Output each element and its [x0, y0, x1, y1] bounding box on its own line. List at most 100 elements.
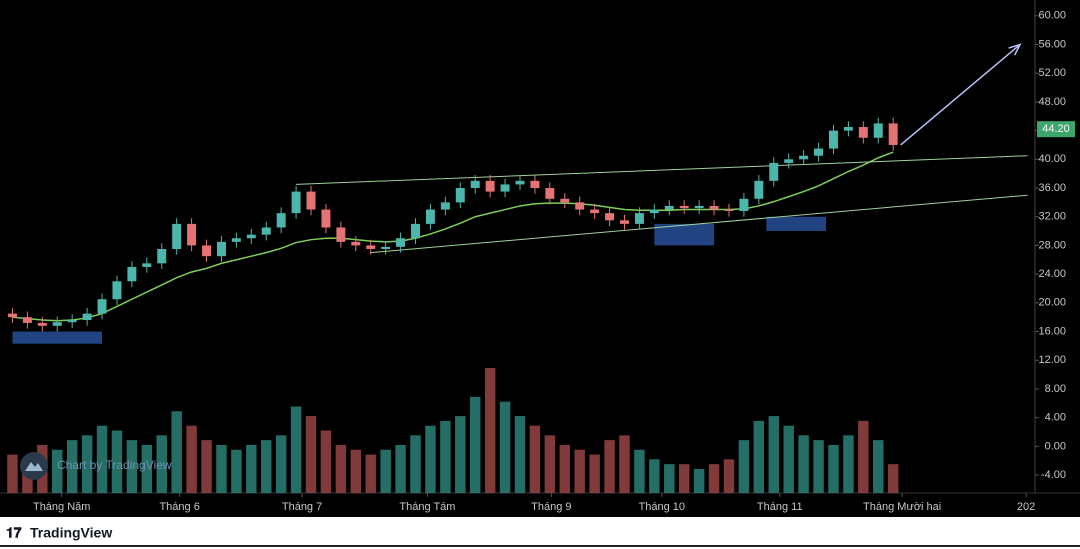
candle-body: [530, 180, 540, 189]
y-tick-label: 52.00: [1038, 67, 1066, 79]
y-tick-label: 20.00: [1038, 297, 1066, 309]
candle-body: [784, 159, 794, 163]
candle-body: [829, 130, 838, 149]
volume-bar: [455, 416, 466, 493]
candle-body: [605, 213, 615, 221]
volume-bar: [66, 440, 78, 493]
candle-body: [664, 205, 674, 210]
y-tick-label: 0.00: [1045, 440, 1066, 452]
volume-bar: [186, 425, 197, 493]
volume-bar: [843, 435, 854, 493]
y-tick-label: 36.00: [1038, 182, 1066, 194]
brand: 𝟏𝟕 TradingView: [6, 525, 112, 541]
volume-bar: [604, 440, 615, 493]
candle-body: [112, 281, 122, 300]
trendline: [296, 155, 1028, 185]
volume-bar: [559, 444, 571, 493]
candle-body: [321, 209, 331, 228]
volume-bar: [544, 435, 556, 493]
x-tick-label: 202: [1017, 501, 1035, 513]
x-tick-label: Tháng Năm: [33, 501, 90, 513]
candle-body: [425, 209, 435, 224]
volume-bar: [320, 430, 332, 493]
candle-body: [620, 220, 629, 224]
candle-body: [396, 238, 406, 247]
volume-bar: [514, 416, 526, 493]
y-tick-label: 16.00: [1038, 325, 1066, 337]
volume-bar: [290, 406, 302, 493]
candle-body: [515, 180, 525, 185]
volume-bar: [410, 435, 421, 493]
candle-body: [22, 317, 32, 323]
volume-bar: [529, 425, 541, 493]
x-tick-label: Tháng Mười hai: [863, 501, 941, 513]
candle-body: [306, 191, 316, 210]
candle-body: [769, 162, 779, 181]
volume-bar: [201, 440, 212, 493]
y-tick-label: 24.00: [1038, 268, 1066, 280]
candle-body: [336, 227, 346, 242]
watermark-text: Chart by TradingView: [57, 458, 172, 472]
y-tick-label: 48.00: [1038, 96, 1066, 108]
x-tick-label: Tháng 9: [531, 501, 571, 513]
volume-bar: [111, 430, 123, 493]
candle-body: [187, 223, 197, 246]
candle-body: [157, 249, 167, 264]
volume-bar: [380, 449, 391, 493]
candle-body: [52, 322, 62, 326]
candle-body: [411, 223, 420, 239]
x-tick-label: Tháng 10: [639, 501, 685, 513]
x-tick-label: Tháng 7: [282, 501, 322, 513]
trendline: [370, 194, 1028, 254]
candle-body: [351, 241, 361, 246]
candle-body: [37, 322, 47, 326]
volume-bar: [798, 435, 809, 493]
volume-bar: [858, 420, 869, 493]
candle-body: [739, 198, 749, 211]
candle-body: [545, 188, 555, 199]
candle-body: [590, 209, 600, 214]
candle-body: [291, 191, 301, 214]
volume-bar: [335, 444, 347, 493]
volume-bar: [171, 411, 182, 493]
candle-body: [709, 205, 719, 210]
arrow-head: [1008, 43, 1022, 56]
candle-body: [694, 205, 704, 209]
highlight-zone: [12, 331, 103, 344]
candle-body: [261, 227, 271, 235]
volume-bar: [126, 440, 138, 493]
candle-body: [634, 213, 644, 224]
volume-bar: [574, 449, 585, 493]
volume-bar: [664, 464, 675, 493]
y-tick-label: -4.00: [1041, 469, 1066, 481]
volume-bar: [589, 454, 600, 493]
candle-body: [679, 205, 689, 209]
volume-bar: [275, 435, 287, 493]
volume-bar: [873, 440, 884, 493]
last-price-tag: [1037, 121, 1075, 138]
candle-body: [97, 299, 107, 314]
volume-bar: [365, 454, 376, 493]
candle-body: [873, 123, 883, 138]
projection-arrow: [900, 43, 1021, 146]
volume-bar: [52, 449, 63, 493]
candle-body: [754, 180, 764, 199]
candle-body: [724, 209, 734, 211]
x-tick-label: Tháng 11: [757, 501, 803, 513]
candle-body: [246, 234, 256, 239]
volume-bar: [7, 454, 18, 493]
volume-bar: [305, 416, 317, 493]
volume-bar: [753, 420, 765, 493]
candle-body: [142, 263, 152, 267]
candle-body: [814, 148, 824, 156]
candle-body: [366, 245, 376, 250]
y-tick-label: 40.00: [1038, 153, 1066, 165]
candle-body: [649, 209, 659, 214]
y-tick-label: 4.00: [1045, 412, 1066, 424]
candle-body: [7, 313, 17, 318]
candle-body: [172, 223, 182, 250]
candle-body: [575, 202, 585, 210]
volume-bar: [693, 468, 705, 493]
volume-bar: [246, 444, 257, 493]
volume-bar: [395, 444, 406, 493]
